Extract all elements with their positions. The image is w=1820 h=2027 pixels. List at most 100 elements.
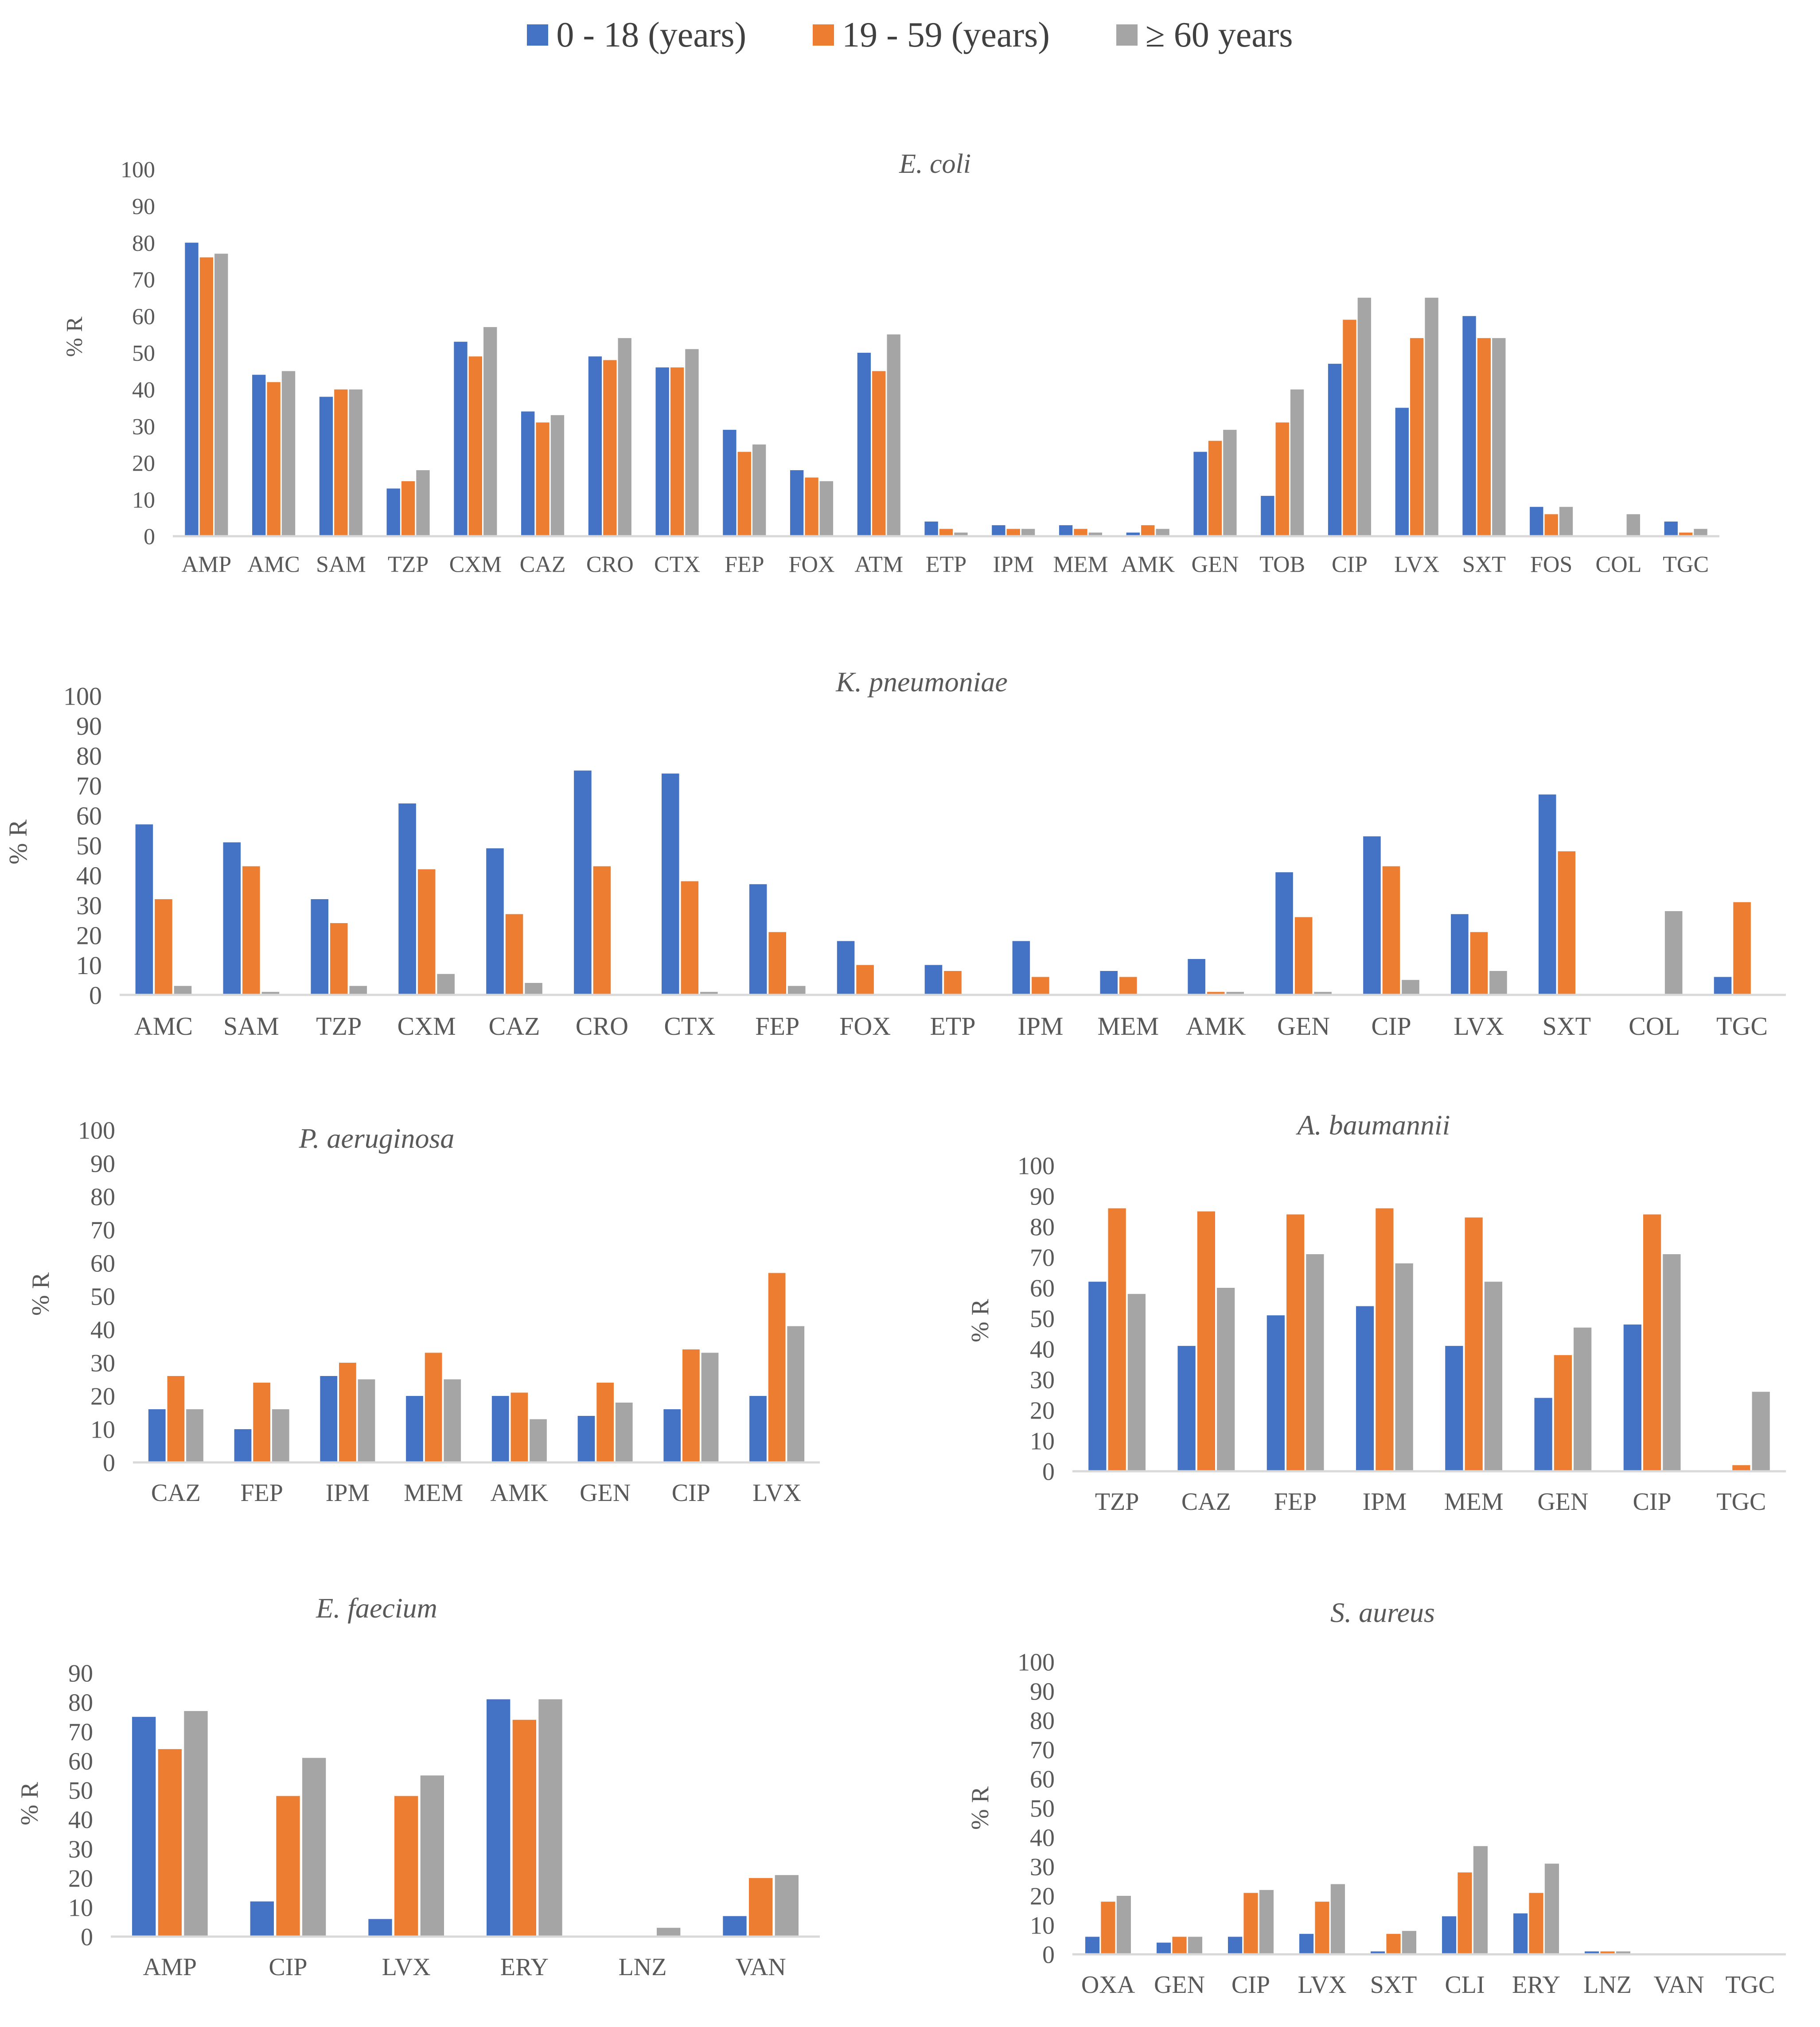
bar-sxt-series-1: [1370, 1951, 1385, 1954]
y-tick-label: 0: [1042, 1941, 1055, 1969]
x-tick-label: ERY: [500, 1953, 549, 1981]
y-tick-label: 60: [68, 1748, 93, 1775]
bar-cxm-series-3: [483, 327, 497, 536]
bar-cro-series-1: [574, 770, 592, 995]
bar-lvx-series-1: [1299, 1933, 1314, 1954]
bar-amk-series-1: [491, 1396, 509, 1462]
bar-tob-series-1: [1261, 495, 1274, 536]
bar-cxm-series-3: [437, 974, 455, 995]
bar-caz-series-1: [486, 848, 504, 995]
x-tick-label: CAZ: [489, 1012, 540, 1041]
chart-title: E. coli: [899, 149, 971, 179]
bar-ipm-series-2: [1376, 1208, 1394, 1471]
bar-ipm-series-1: [1012, 941, 1030, 995]
x-tick-label: CAZ: [1181, 1488, 1231, 1516]
bar-fep-series-1: [723, 429, 737, 536]
bar-tgc-series-1: [1664, 521, 1678, 536]
bar-fep-series-2: [737, 452, 751, 536]
bar-gen-series-1: [1275, 872, 1293, 995]
x-tick-label: TGC: [1716, 1488, 1766, 1516]
y-tick-label: 30: [76, 891, 102, 920]
x-tick-label: IPM: [326, 1479, 370, 1507]
bar-cip-series-3: [1259, 1890, 1274, 1954]
chart-title: P. aeruginosa: [299, 1123, 455, 1154]
bar-mem-series-2: [1074, 529, 1087, 536]
bar-ery-series-1: [1513, 1913, 1528, 1954]
legend-swatch-19-59: [813, 24, 834, 46]
legend-swatch-0-18: [527, 24, 549, 46]
bar-gen-series-3: [1314, 992, 1332, 995]
bar-tgc-series-2: [1732, 1465, 1750, 1471]
x-tick-label: CTX: [664, 1012, 715, 1041]
x-tick-label: CXM: [449, 552, 502, 577]
bar-lvx-series-1: [749, 1396, 767, 1462]
x-tick-label: GEN: [1192, 552, 1239, 577]
x-tick-label: CIP: [672, 1479, 710, 1507]
x-tick-label: AMP: [143, 1953, 197, 1981]
y-tick-label: 50: [68, 1777, 93, 1805]
bar-gen-series-2: [596, 1383, 614, 1462]
bar-mem-series-2: [425, 1353, 442, 1462]
bar-gen-series-1: [1534, 1398, 1552, 1471]
x-tick-label: CIP: [1371, 1012, 1411, 1041]
bar-fep-series-1: [749, 884, 767, 995]
bar-lnz-series-3: [1616, 1951, 1631, 1954]
x-tick-label: FOX: [839, 1012, 891, 1041]
bar-fox-series-2: [856, 965, 874, 995]
bar-mem-series-1: [406, 1396, 423, 1462]
x-tick-label: GEN: [1277, 1012, 1330, 1041]
chart-e-coli: E. coli % R 0 10 20 30 40 50 60 70 80 90 100 AMP AMC SA…: [62, 149, 1719, 577]
bar-cip-series-1: [1228, 1937, 1243, 1954]
y-tick-label: 10: [132, 487, 155, 513]
bar-lnz-series-2: [1600, 1951, 1615, 1954]
x-tick-label: LVX: [382, 1953, 431, 1981]
x-tick-label: TGC: [1663, 552, 1709, 577]
bar-lnz-series-3: [657, 1928, 681, 1937]
y-tick-label: 0: [144, 524, 155, 550]
bar-ctx-series-1: [661, 773, 679, 995]
y-tick-label: 80: [68, 1689, 93, 1717]
y-tick-label: 70: [1030, 1737, 1055, 1764]
x-tick-label: TGC: [1726, 1971, 1775, 1999]
bar-cip-series-3: [1357, 297, 1371, 536]
y-tick-label: 50: [132, 341, 155, 366]
x-tick-label: GEN: [580, 1479, 631, 1507]
legend-label-60-plus: ≥ 60 years: [1145, 15, 1293, 55]
bar-ery-series-2: [512, 1719, 536, 1937]
bar-sam-series-2: [334, 389, 348, 536]
bar-mem-series-1: [1100, 971, 1118, 995]
y-tick-label: 80: [1030, 1707, 1055, 1735]
bar-lvx-series-2: [1470, 932, 1488, 995]
bar-gen-series-3: [615, 1403, 633, 1462]
legend-item-60-plus: ≥ 60 years: [1116, 15, 1293, 55]
y-tick-label: 100: [1017, 1649, 1055, 1676]
bar-fep-series-2: [253, 1383, 270, 1462]
bar-lvx-series-2: [1315, 1902, 1329, 1954]
bar-ipm-series-3: [358, 1379, 375, 1462]
bar-caz-series-3: [525, 983, 542, 995]
bar-lvx-series-3: [420, 1775, 444, 1937]
bar-gen-series-3: [1223, 429, 1237, 536]
x-tick-label: ATM: [854, 552, 903, 577]
bar-cip-series-3: [302, 1758, 326, 1937]
bar-sam-series-1: [319, 397, 333, 536]
x-tick-label: IPM: [993, 552, 1033, 577]
bar-gen-series-2: [1208, 440, 1222, 536]
bar-fep-series-1: [234, 1429, 252, 1462]
y-tick-label: 20: [1030, 1397, 1055, 1425]
y-tick-label: 90: [132, 194, 155, 219]
bar-cro-series-2: [603, 360, 617, 536]
bar-fep-series-2: [768, 932, 786, 995]
y-tick-label: 40: [76, 861, 102, 890]
bar-lnz-series-1: [1584, 1951, 1599, 1954]
y-tick-label: 50: [1030, 1306, 1055, 1333]
bar-tgc-series-2: [1679, 532, 1693, 536]
bar-oxa-series-1: [1085, 1937, 1100, 1954]
x-tick-label: CLI: [1445, 1971, 1485, 1999]
bar-sam-series-3: [349, 389, 362, 536]
bar-amk-series-1: [1126, 532, 1140, 536]
bar-oxa-series-2: [1101, 1902, 1115, 1954]
x-tick-label: SAM: [316, 552, 366, 577]
bar-mem-series-3: [1088, 532, 1103, 536]
